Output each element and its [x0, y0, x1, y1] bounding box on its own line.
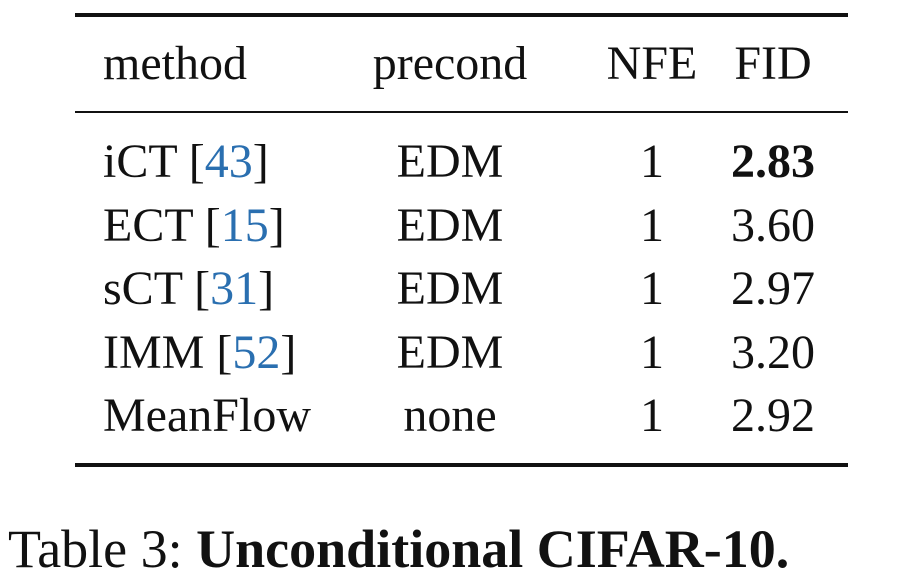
header-cell: method — [103, 37, 247, 90]
method-cell: MeanFlow — [103, 392, 311, 440]
method-cell: IMM [52] — [103, 325, 297, 379]
bottom-rule — [75, 463, 848, 467]
precond-cell: none — [403, 389, 497, 442]
method-text: MeanFlow — [103, 389, 311, 442]
caption-label: Table 3: — [8, 519, 183, 579]
citation: 15 — [220, 198, 269, 252]
fid-cell: 2.97 — [731, 262, 815, 315]
mid-rule — [75, 111, 848, 113]
precond-cell: EDM — [396, 135, 504, 188]
method-text: ECT [ — [103, 198, 221, 252]
citation: 52 — [232, 325, 281, 379]
caption-text: Unconditional CIFAR-10. — [196, 519, 790, 579]
method-cell: sCT [31] — [103, 265, 274, 313]
caption: Table 3: Unconditional CIFAR-10. — [8, 522, 789, 576]
header-cell: FID — [734, 37, 812, 90]
method-text: ] — [268, 198, 285, 252]
header-cell: precond — [372, 37, 528, 90]
nfe-cell: 1 — [640, 389, 664, 442]
method-text: ] — [252, 135, 269, 188]
method-text: sCT [ — [103, 262, 211, 315]
method-text: ] — [280, 325, 297, 379]
precond-cell: EDM — [396, 325, 504, 379]
method-cell: iCT [43] — [103, 138, 269, 186]
fid-cell: 2.83 — [731, 135, 815, 188]
citation: 31 — [210, 262, 259, 315]
method-cell: ECT [15] — [103, 198, 285, 252]
nfe-cell: 1 — [640, 262, 664, 315]
nfe-cell: 1 — [640, 135, 664, 188]
precond-cell: EDM — [396, 262, 504, 315]
citation: 43 — [204, 135, 253, 188]
fid-cell: 2.92 — [731, 389, 815, 442]
method-text: iCT [ — [103, 135, 205, 188]
precond-cell: EDM — [396, 198, 504, 252]
nfe-cell: 1 — [640, 325, 664, 379]
fid-cell: 3.20 — [731, 325, 815, 379]
top-rule — [75, 13, 848, 17]
header-cell: NFE — [606, 37, 698, 90]
fid-cell: 3.60 — [731, 198, 815, 252]
nfe-cell: 1 — [640, 198, 664, 252]
method-text: ] — [258, 262, 275, 315]
method-text: IMM [ — [103, 325, 233, 379]
